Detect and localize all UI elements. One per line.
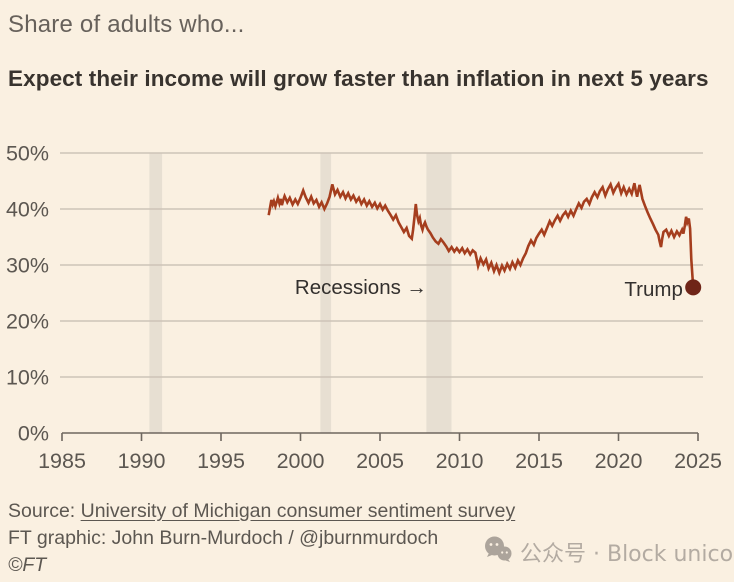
x-tick-label: 2010	[436, 449, 484, 473]
x-tick-label: 2015	[515, 449, 563, 473]
series-line	[267, 180, 695, 288]
end-marker-dot	[685, 279, 702, 296]
source-line: Source: University of Michigan consumer …	[8, 498, 515, 525]
wechat-icon	[483, 535, 513, 569]
copyright-line: ©FT	[8, 554, 47, 576]
credit-line: FT graphic: John Burn-Murdoch / @jburnmu…	[8, 527, 439, 549]
recession-band	[320, 153, 332, 433]
x-tick-label: 2025	[674, 449, 722, 473]
x-tick-label: 1985	[38, 449, 86, 473]
recession-band	[426, 153, 452, 433]
watermark-text: 公众号 · Block unicorn	[520, 542, 734, 567]
annotation-label: Trump	[624, 278, 682, 301]
x-tick-label: 2005	[356, 449, 404, 473]
chart-title: Expect their income will grow faster tha…	[8, 66, 709, 91]
y-tick-label: 50%	[6, 142, 49, 166]
recession-band	[149, 153, 163, 433]
y-tick-label: 40%	[6, 198, 49, 222]
annotation-label: Recessions →	[295, 276, 427, 299]
y-tick-label: 30%	[6, 254, 49, 278]
x-tick-label: 2000	[277, 449, 325, 473]
x-tick-label: 1995	[197, 449, 245, 473]
x-tick-label: 1990	[118, 449, 166, 473]
chart-kicker: Share of adults who...	[8, 11, 245, 38]
watermark: 公众号 · Block unicorn	[483, 536, 734, 568]
y-tick-label: 10%	[6, 366, 49, 390]
source-link[interactable]: University of Michigan consumer sentimen…	[80, 500, 516, 522]
y-tick-label: 0%	[18, 422, 49, 446]
source-prefix: Source:	[8, 500, 81, 522]
x-tick-label: 2020	[595, 449, 643, 473]
income-expectations-line-chart: 0% 10% 20% 30% 40% 50% 1985 1990 1995 2000 2005 201…	[6, 142, 722, 474]
y-tick-label: 20%	[6, 310, 49, 334]
chart-footer: Source: University of Michigan consumer …	[8, 498, 515, 579]
